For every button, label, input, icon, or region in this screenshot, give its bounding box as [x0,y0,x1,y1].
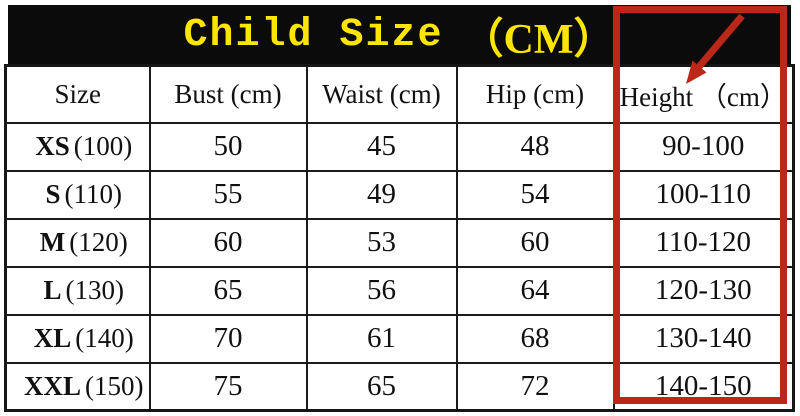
cell-waist: 53 [305,217,458,268]
cell-bust: 70 [148,313,308,364]
table-header-row: Size Bust (cm) Waist (cm) Hip (cm) Heigh… [4,64,795,124]
size-label: S [45,179,61,209]
cell-hip: 72 [455,361,615,412]
cell-size: XL (140) [4,313,151,364]
size-table: Size Bust (cm) Waist (cm) Hip (cm) Heigh… [4,64,795,412]
cell-hip: 60 [455,217,615,268]
cell-height: 90-100 [612,121,795,172]
header-size: Size [4,64,151,124]
header-bust: Bust (cm) [148,64,308,124]
cell-size: S (110) [4,169,151,220]
size-label: XXL [24,370,82,401]
cell-size: M (120) [4,217,151,268]
cell-hip: 64 [455,265,615,316]
cell-size: XXL (150) [4,361,151,412]
table-row: L (130) 65 56 64 120-130 [4,265,795,316]
cell-hip: 68 [455,313,615,364]
size-number: (100) [73,131,133,161]
size-number: (110) [64,179,122,209]
size-label: XL [33,323,72,353]
cell-bust: 60 [148,217,308,268]
cell-bust: 55 [148,169,308,220]
cell-bust: 65 [148,265,308,316]
size-number: (150) [85,370,144,401]
cell-waist: 61 [305,313,458,364]
header-height: Height （cm） [612,64,795,124]
cell-waist: 56 [305,265,458,316]
size-label: XS [35,131,70,161]
table-row: S (110) 55 49 54 100-110 [4,169,795,220]
cell-waist: 49 [305,169,458,220]
cell-height: 140-150 [612,361,795,412]
header-hip: Hip (cm) [455,64,615,124]
cell-bust: 50 [148,121,308,172]
cell-size: XS (100) [4,121,151,172]
size-number: (120) [69,227,128,257]
cell-bust: 75 [148,361,308,412]
size-chart: Size Bust (cm) Waist (cm) Hip (cm) Heigh… [4,64,795,412]
size-number: (140) [75,323,134,353]
cell-height: 100-110 [612,169,795,220]
table-row: XXL (150) 75 65 72 140-150 [4,361,795,412]
size-label: L [43,275,62,305]
cell-height: 110-120 [612,217,795,268]
size-label: M [39,227,66,257]
cell-size: L (130) [4,265,151,316]
table-row: XL (140) 70 61 68 130-140 [4,313,795,364]
size-number: (130) [65,275,124,305]
cell-hip: 48 [455,121,615,172]
cell-waist: 45 [305,121,458,172]
header-waist: Waist (cm) [305,64,458,124]
table-row: M (120) 60 53 60 110-120 [4,217,795,268]
cell-height: 130-140 [612,313,795,364]
cell-waist: 65 [305,361,458,412]
page-title-unit: （CM） [461,17,616,63]
title-bar: Child Size （CM） [8,5,791,66]
table-row: XS (100) 50 45 48 90-100 [4,121,795,172]
cell-height: 120-130 [612,265,795,316]
page-title: Child Size [183,13,444,58]
cell-hip: 54 [455,169,615,220]
